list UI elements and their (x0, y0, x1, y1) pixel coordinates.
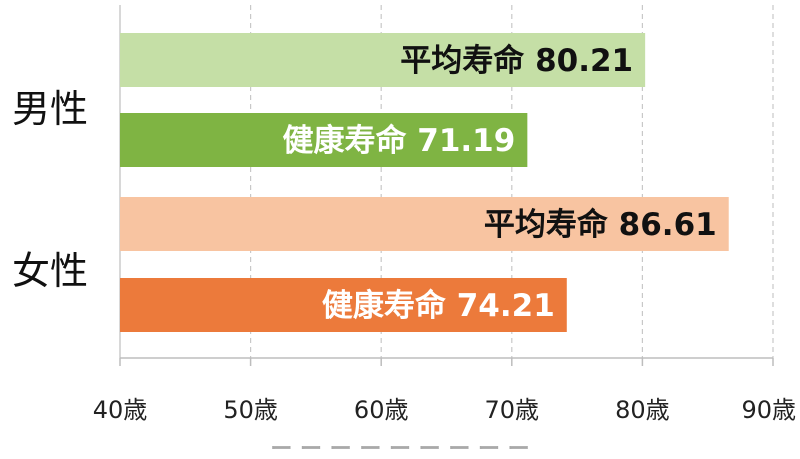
x-tick-label: 90歳 (741, 396, 796, 424)
bar (120, 197, 729, 251)
category-label: 女性 (12, 249, 88, 293)
category-label: 男性 (12, 87, 88, 131)
x-tick-label: 40歳 (93, 396, 148, 424)
bar-data-label: 平均寿命 86.61 (484, 207, 717, 243)
x-tick-label: 70歳 (485, 396, 540, 424)
bar (120, 33, 646, 87)
bar (120, 278, 567, 332)
bar (120, 113, 528, 167)
x-tick-label: 80歳 (615, 396, 670, 424)
bar-data-label: 平均寿命 80.21 (400, 43, 633, 79)
x-tick-label: 50歳 (223, 396, 278, 424)
x-tick-label: 60歳 (354, 396, 409, 424)
x-axis: 40歳 50歳 60歳 70歳 80歳 90歳 (93, 357, 796, 424)
bottom-caption: ー ー ー ー ー ー ー ー ー (270, 437, 529, 459)
bar-data-label: 健康寿命 74.21 (322, 288, 555, 324)
bar-data-label: 健康寿命 71.19 (282, 123, 515, 159)
bars: 平均寿命 80.21 健康寿命 71.19 平均寿命 86.61 健康寿命 74.21 (120, 33, 729, 332)
